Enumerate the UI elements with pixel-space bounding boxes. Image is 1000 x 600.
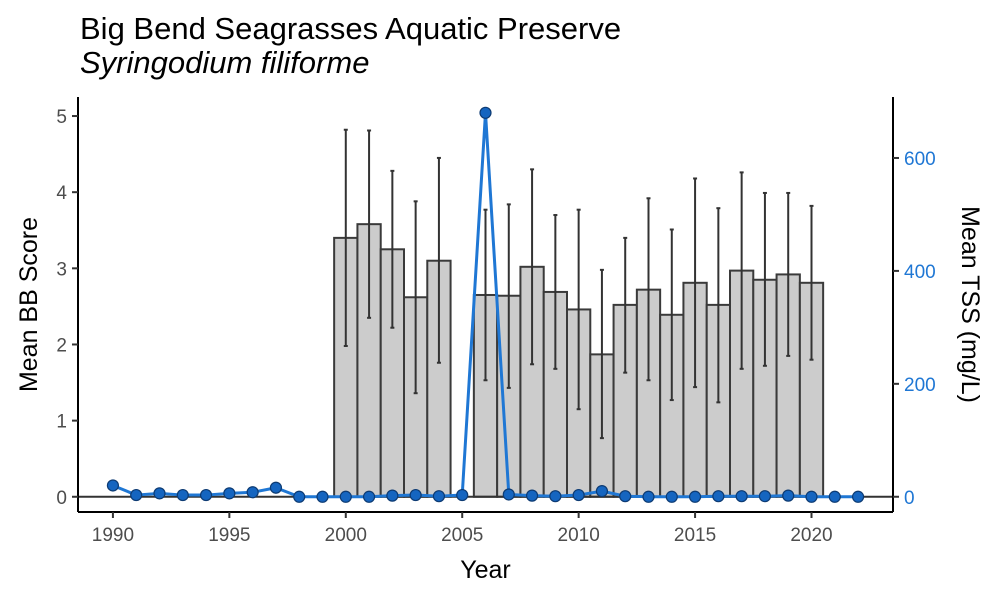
x-tick-label-2020: 2020 <box>790 525 832 546</box>
tss-point-1998 <box>293 490 306 503</box>
tss-point-2008 <box>525 489 539 502</box>
tss-point-1997 <box>269 481 283 494</box>
y2-tick-label-0: 0 <box>904 488 915 509</box>
tss-point-1993 <box>176 488 189 502</box>
tss-point-2016 <box>712 490 725 503</box>
y2-tick-label-200: 200 <box>904 375 936 396</box>
chart-title: Big Bend Seagrasses Aquatic Preserve <box>80 11 622 46</box>
tss-point-2006 <box>479 106 492 119</box>
tss-point-2000 <box>339 490 352 503</box>
x-tick-label-2015: 2015 <box>674 525 716 546</box>
x-tick-label-1990: 1990 <box>92 525 134 546</box>
y-tick-label-0: 0 <box>56 488 67 509</box>
x-tick-label-2010: 2010 <box>558 525 600 546</box>
axes-layer: 0 1 2 3 4 5 0 200 400 600 1990 1995 2000 2005 2010 2015… <box>56 97 936 546</box>
tss-point-1992 <box>153 487 166 500</box>
tss-point-1990 <box>106 479 120 492</box>
tss-point-2007 <box>502 488 515 501</box>
tss-point-2013 <box>642 490 655 503</box>
y2-tick-label-600: 600 <box>904 149 936 170</box>
y-tick-label-3: 3 <box>56 259 67 280</box>
x-tick-label-2000: 2000 <box>325 525 367 546</box>
y-tick-label-2: 2 <box>56 335 67 356</box>
tss-point-2019 <box>782 489 795 502</box>
y-tick-label-1: 1 <box>56 412 67 433</box>
tss-point-2014 <box>665 490 678 503</box>
y-axis-title: Mean BB Score <box>15 217 43 392</box>
x-axis-title: Year <box>460 556 511 584</box>
tss-point-2012 <box>619 490 632 503</box>
x-tick-label-1995: 1995 <box>208 525 250 546</box>
y2-axis-title: Mean TSS (mg/L) <box>956 206 984 403</box>
chart-subtitle: Syringodium filiforme <box>80 45 370 80</box>
y-tick-label-4: 4 <box>56 183 67 204</box>
tss-point-1994 <box>199 488 213 502</box>
tss-point-2010 <box>572 488 585 502</box>
tss-line-layer <box>106 106 865 503</box>
tss-point-2004 <box>432 490 446 503</box>
tss-point-2017 <box>735 490 748 503</box>
tss-point-2003 <box>409 488 422 502</box>
tss-point-2021 <box>828 490 841 503</box>
tss-point-2002 <box>386 489 399 502</box>
tss-point-2022 <box>851 490 865 503</box>
y-tick-label-5: 5 <box>56 107 67 128</box>
tss-point-2001 <box>362 490 376 503</box>
tss-point-2020 <box>805 490 818 503</box>
tss-point-1999 <box>316 490 329 503</box>
x-tick-label-2005: 2005 <box>441 525 483 546</box>
tss-point-2009 <box>549 490 562 503</box>
tss-point-1996 <box>246 486 259 499</box>
bars-layer <box>333 128 825 498</box>
y2-tick-label-400: 400 <box>904 262 936 283</box>
tss-point-2018 <box>758 490 772 503</box>
tss-point-1995 <box>223 487 236 500</box>
tss-point-2011 <box>595 485 609 498</box>
tss-point-2015 <box>688 490 702 503</box>
tss-point-1991 <box>130 488 143 502</box>
tss-point-2005 <box>456 488 469 502</box>
